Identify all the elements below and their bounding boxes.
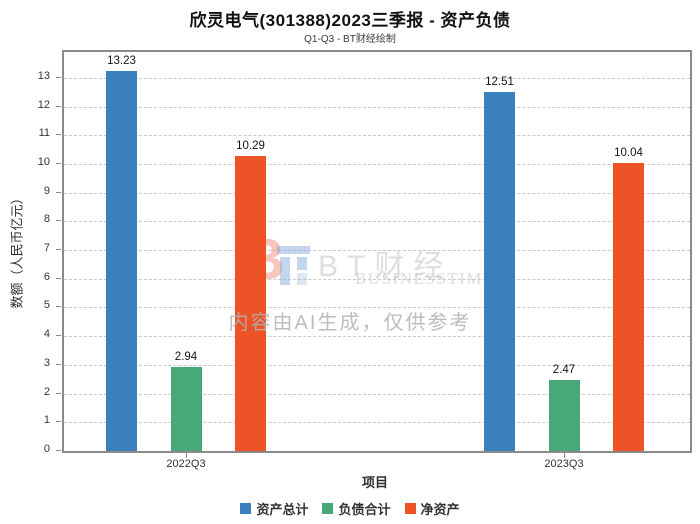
chart-title: 欣灵电气(301388)2023三季报 - 资产负债: [189, 11, 511, 30]
watermark-brand-en: BUSINESSTIMES: [355, 269, 506, 288]
bar-资产总计-2022Q3: [106, 71, 137, 451]
y-tick-label: 9: [43, 184, 50, 197]
bar-value-label: 10.04: [614, 146, 643, 159]
gridline: [64, 393, 690, 395]
gridline: [64, 221, 690, 223]
legend-swatch: [404, 503, 416, 514]
legend-swatch: [240, 503, 252, 514]
y-tick-mark: [56, 220, 61, 222]
gridline: [64, 336, 690, 338]
gridline: [64, 278, 690, 280]
legend-label: 资产总计: [256, 502, 309, 517]
y-tick-mark: [56, 249, 61, 251]
bt-logo-t-square: [297, 273, 307, 285]
bar-value-label: 10.29: [236, 139, 265, 152]
x-tick-label: 2022Q3: [166, 458, 206, 470]
bar-value-label: 13.23: [107, 55, 136, 68]
y-tick-label: 2: [43, 385, 50, 398]
y-tick-mark: [56, 363, 61, 365]
y-tick-mark: [56, 76, 61, 78]
y-tick-label: 11: [38, 127, 50, 140]
gridline: [64, 106, 690, 108]
plot-area: 13.23 2.94 10.29 12.51 2.47 10.04: [62, 50, 692, 453]
y-tick-label: 13: [37, 69, 50, 82]
gridline: [64, 307, 690, 309]
y-tick-mark: [56, 450, 61, 451]
bt-logo-t-shape: [277, 246, 310, 254]
y-tick-label: 7: [43, 242, 50, 255]
y-tick-mark: [56, 277, 61, 279]
y-tick-label: 4: [43, 328, 50, 341]
y-tick-mark: [56, 105, 61, 107]
x-tick-mark: [186, 453, 187, 458]
gridline: [64, 163, 690, 165]
gridline: [64, 250, 690, 252]
legend-item-负债合计: 负债合计: [322, 499, 391, 518]
legend-item-净资产: 净资产: [404, 499, 460, 518]
legend-item-资产总计: 资产总计: [240, 499, 308, 518]
gridline: [64, 192, 690, 194]
x-axis-label: 项目: [361, 475, 388, 490]
y-tick-mark: [56, 191, 61, 193]
bar-资产总计-2023Q3: [484, 91, 515, 451]
chart-subtitle: Q1-Q3 - BT财经绘制: [304, 34, 396, 45]
chart-legend: 资产总计 负债合计 净资产: [0, 499, 700, 518]
bar-value-label: 2.94: [174, 350, 198, 363]
y-tick-label: 8: [43, 213, 50, 226]
y-tick-mark: [56, 421, 61, 423]
y-tick-mark: [56, 392, 61, 394]
y-tick-label: 5: [43, 299, 50, 312]
x-tick-mark: [564, 453, 565, 458]
bar-value-label: 2.47: [552, 364, 576, 377]
gridline: [64, 77, 690, 79]
y-tick-label: 3: [43, 356, 50, 369]
legend-label: 负债合计: [338, 502, 391, 517]
y-tick-label: 12: [37, 98, 50, 111]
gridline: [64, 364, 690, 366]
y-tick-label: 1: [43, 414, 50, 427]
bt-logo-t-right-bar: [297, 257, 307, 270]
legend-label: 净资产: [420, 502, 460, 517]
bar-负债合计-2022Q3: [170, 366, 202, 451]
bar-value-label: 12.51: [485, 75, 514, 88]
y-tick-mark: [56, 306, 61, 308]
bar-净资产-2023Q3: [613, 162, 644, 451]
watermark-brand-cn: BT财经: [318, 250, 453, 283]
y-tick-mark: [56, 134, 61, 136]
gridline: [64, 422, 690, 424]
y-tick-mark: [56, 162, 61, 164]
watermark-ai-notice: 内容由AI生成，仅供参考: [228, 312, 472, 334]
bar-负债合计-2023Q3: [548, 380, 580, 451]
y-tick-label: 0: [43, 443, 50, 455]
bar-净资产-2022Q3: [235, 155, 266, 451]
y-tick-mark: [56, 335, 61, 337]
y-tick-label: 6: [43, 270, 50, 283]
y-tick-label: 10: [37, 155, 50, 168]
gridline: [64, 135, 690, 137]
bt-logo-t-left-bar: [280, 257, 290, 285]
legend-swatch: [322, 503, 334, 514]
x-tick-label: 2023Q3: [544, 458, 584, 470]
